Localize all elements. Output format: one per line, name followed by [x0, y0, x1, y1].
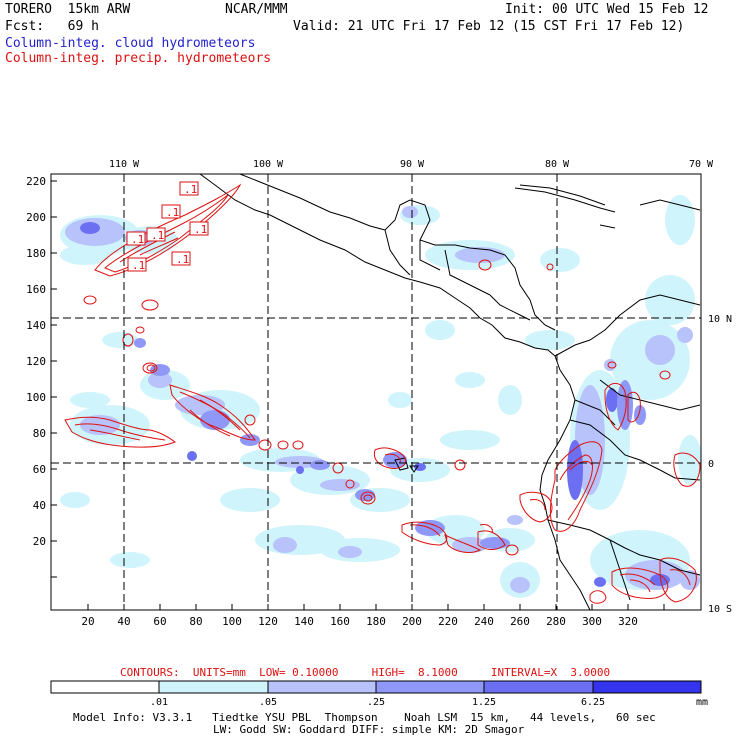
x-tick-label: 120 — [258, 615, 278, 628]
lat-label: 0 — [708, 459, 714, 470]
scale-swatch — [158, 680, 269, 694]
x-tick-label: 280 — [546, 615, 566, 628]
lon-label: 70 W — [689, 159, 714, 170]
contour-label: .1 — [176, 253, 189, 266]
color-scale — [50, 680, 702, 694]
y-tick-label: 160 — [26, 283, 46, 296]
model-info: Model Info: V3.3.1 Tiedtke YSU PBL Thomp… — [73, 711, 656, 724]
scale-swatch — [592, 680, 702, 694]
y-tick-label: 120 — [26, 355, 46, 368]
contour-label: .1 — [151, 229, 164, 242]
precip-contours — [64, 183, 701, 604]
contour-label: .1 — [194, 223, 207, 236]
coastlines — [199, 174, 701, 610]
contour-label-boxes — [126, 181, 209, 272]
x-tick-label: 160 — [330, 615, 350, 628]
scale-label: .05 — [259, 697, 277, 708]
x-ticks — [87, 604, 665, 610]
x-tick-label: 240 — [474, 615, 494, 628]
forecast-hour: Fcst: 69 h — [5, 19, 99, 34]
lon-label: 110 W — [109, 159, 140, 170]
contour-label: .1 — [132, 259, 145, 272]
y-tick-labels: 220 200 180 160 140 120 100 80 60 40 20 — [26, 175, 46, 548]
lon-label: 90 W — [400, 159, 425, 170]
x-tick-label: 40 — [117, 615, 130, 628]
x-tick-label: 180 — [366, 615, 386, 628]
lon-label: 80 W — [545, 159, 570, 170]
scale-label: 6.25 — [581, 697, 605, 708]
cloud-shading — [60, 195, 701, 598]
scale-label: .25 — [367, 697, 385, 708]
y-tick-label: 80 — [33, 427, 46, 440]
x-tick-label: 260 — [510, 615, 530, 628]
x-tick-label: 100 — [222, 615, 242, 628]
scale-label: .01 — [150, 697, 168, 708]
lon-label: 100 W — [253, 159, 284, 170]
y-ticks — [51, 180, 57, 578]
contour-label: .1 — [184, 183, 197, 196]
lat-label: 10 N — [708, 314, 732, 325]
model-physics: LW: Godd SW: Goddard DIFF: simple KM: 2D… — [213, 723, 525, 736]
y-tick-label: 200 — [26, 211, 46, 224]
field-precip-label: Column-integ. precip. hydrometeors — [5, 51, 272, 66]
scale-labels: .01 .05 .25 1.25 6.25 mm — [150, 697, 708, 708]
scale-unit: mm — [696, 697, 708, 708]
scale-swatch — [375, 680, 485, 694]
x-tick-label: 80 — [189, 615, 202, 628]
model-title: TORERO 15km ARW — [5, 2, 131, 17]
init-time: Init: 00 UTC Wed 15 Feb 12 — [505, 2, 709, 17]
y-tick-label: 20 — [33, 535, 46, 548]
x-tick-label: 300 — [582, 615, 602, 628]
contour-info: CONTOURS: UNITS=mm LOW= 0.10000 HIGH= 8.… — [120, 666, 611, 679]
x-tick-label: 140 — [294, 615, 314, 628]
x-tick-label: 220 — [438, 615, 458, 628]
lon-labels: 110 W 100 W 90 W 80 W 70 W — [109, 159, 714, 170]
y-tick-label: 140 — [26, 319, 46, 332]
contour-label: .1 — [131, 233, 144, 246]
scale-swatch — [267, 680, 377, 694]
scale-swatch — [483, 680, 594, 694]
lat-label: 10 S — [708, 604, 732, 615]
lat-labels: 10 N 0 10 S — [708, 314, 732, 615]
y-tick-label: 60 — [33, 463, 46, 476]
y-tick-label: 180 — [26, 247, 46, 260]
contour-label: .1 — [166, 206, 179, 219]
y-tick-label: 100 — [26, 391, 46, 404]
graticule — [51, 174, 701, 610]
y-tick-label: 220 — [26, 175, 46, 188]
scale-swatch — [50, 680, 160, 694]
scale-label: 1.25 — [472, 697, 496, 708]
x-tick-label: 200 — [402, 615, 422, 628]
x-tick-label: 20 — [81, 615, 94, 628]
org-label: NCAR/MMM — [225, 2, 288, 17]
valid-time: Valid: 21 UTC Fri 17 Feb 12 (15 CST Fri … — [293, 19, 685, 34]
x-tick-label: 60 — [153, 615, 166, 628]
contour-labels: .1 .1 .1 .1 .1 .1 .1 — [131, 183, 207, 272]
x-tick-labels: 20 40 60 80 100 120 140 160 180 200 220 … — [81, 615, 638, 628]
field-cloud-label: Column-integ. cloud hydrometeors — [5, 36, 256, 51]
y-tick-label: 40 — [33, 499, 46, 512]
x-tick-label: 320 — [618, 615, 638, 628]
